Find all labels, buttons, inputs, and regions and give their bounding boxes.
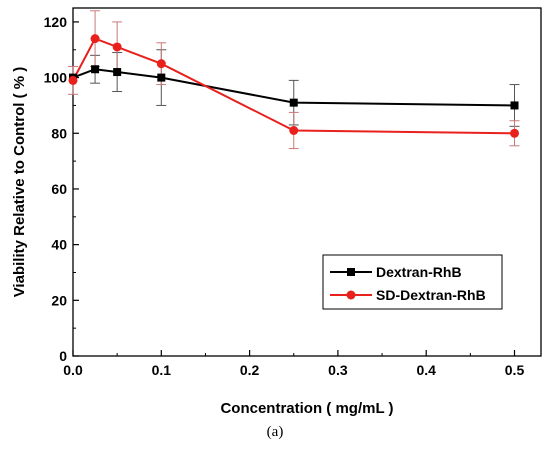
data-point — [289, 98, 298, 107]
y-axis-title: Viability Relative to Control ( % ) — [11, 67, 28, 298]
x-tick-label: 0.5 — [505, 362, 525, 378]
legend-box — [322, 254, 503, 310]
y-tick-label: 0 — [59, 348, 67, 364]
data-point — [68, 75, 78, 85]
x-tick-label: 0.0 — [63, 362, 83, 378]
x-tick-label: 0.1 — [152, 362, 172, 378]
y-tick-label: 100 — [44, 70, 68, 86]
y-tick-label: 20 — [51, 292, 67, 308]
chart: 0.0 0.1 0.2 0.3 0.4 0.5 0 20 40 60 80 100 120 Concen… — [11, 7, 542, 417]
data-point — [112, 42, 122, 52]
x-tick-label: 0.3 — [328, 362, 348, 378]
legend-marker — [346, 290, 356, 300]
data-point — [90, 34, 100, 44]
data-point — [289, 125, 299, 135]
x-axis-title: Concentration ( mg/mL ) — [220, 400, 393, 417]
y-tick-label: 80 — [51, 125, 67, 141]
figure-caption: (a) — [266, 424, 284, 440]
legend-marker — [347, 268, 355, 276]
legend: Dextran-RhB SD-Dextran-RhB — [322, 254, 503, 310]
data-point — [510, 101, 519, 110]
data-point — [113, 68, 122, 77]
x-tick-label: 0.2 — [240, 362, 260, 378]
data-point — [91, 65, 100, 74]
data-point — [156, 59, 166, 69]
y-tick-label: 60 — [51, 181, 67, 197]
y-tick-label: 40 — [51, 237, 67, 253]
series-line — [72, 37, 515, 135]
y-tick-label: 120 — [44, 14, 68, 30]
legend-label: SD-Dextran-RhB — [376, 287, 486, 303]
plot-area-frame — [72, 7, 542, 357]
x-tick-label: 0.4 — [416, 362, 436, 378]
data-point — [510, 128, 520, 138]
data-point — [157, 73, 166, 82]
legend-label: Dextran-RhB — [376, 264, 462, 280]
